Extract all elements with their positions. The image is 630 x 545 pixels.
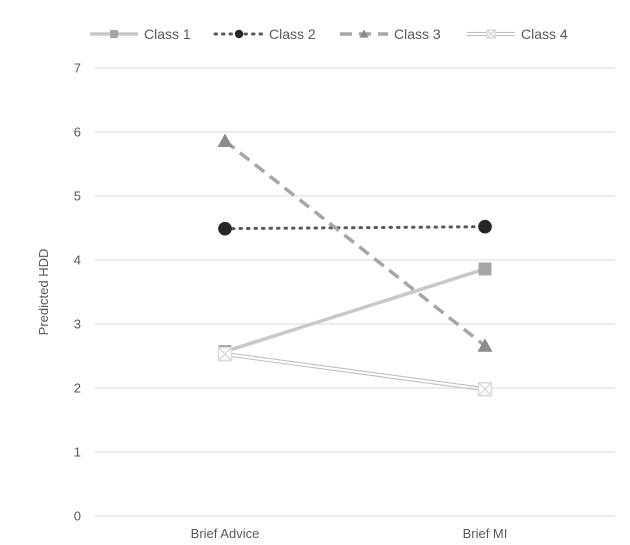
series-markers [217,133,493,397]
series-3-line [223,139,487,348]
series-1-line [224,267,486,354]
legend-item-1: Class 1 [90,26,191,42]
series-1-point-2 [478,262,492,276]
x-tick-label-2: Brief MI [463,526,508,541]
series-4-point-1 [217,346,233,362]
series-3-point-2 [477,338,493,352]
legend-swatch-marker-1 [110,30,118,38]
series-3-point-1 [217,133,233,147]
legend-item-2: Class 2 [213,26,316,42]
y-tick-label-3: 3 [74,317,81,332]
legend-label-2: Class 2 [269,26,316,42]
y-axis-tick-labels: 0 1 2 3 4 5 6 7 [74,61,81,524]
series-2-point-2 [478,219,492,234]
y-tick-label-2: 2 [74,381,81,396]
series-4-line-a [224,355,485,392]
legend-label-3: Class 3 [394,26,441,42]
series-2-line [223,225,487,231]
legend-item-4: Class 4 [467,26,568,42]
legend-label-1: Class 1 [144,26,191,42]
series-4-line-b [225,351,486,389]
x-axis-tick-labels: Brief Advice Brief MI [191,526,508,541]
gridlines [95,67,615,517]
y-axis-title: Predicted HDD [36,249,51,336]
legend-swatch-marker-4 [486,29,496,39]
y-tick-label-7: 7 [74,61,81,76]
y-tick-label-6: 6 [74,125,81,140]
legend-item-3: Class 3 [340,26,441,42]
series-4-point-2 [477,382,493,397]
legend-swatch-marker-3 [359,29,369,38]
x-tick-label-1: Brief Advice [191,526,260,541]
y-tick-label-4: 4 [74,253,81,268]
series-lines [223,139,487,392]
legend-swatch-marker-2 [234,29,244,39]
y-tick-label-5: 5 [74,189,81,204]
legend-label-4: Class 4 [521,26,568,42]
y-tick-label-0: 0 [74,509,81,524]
legend: Class 1 Class 2 Class 3 Class 4 [90,26,568,42]
y-tick-label-1: 1 [74,445,81,460]
series-2-point-1 [218,221,232,236]
